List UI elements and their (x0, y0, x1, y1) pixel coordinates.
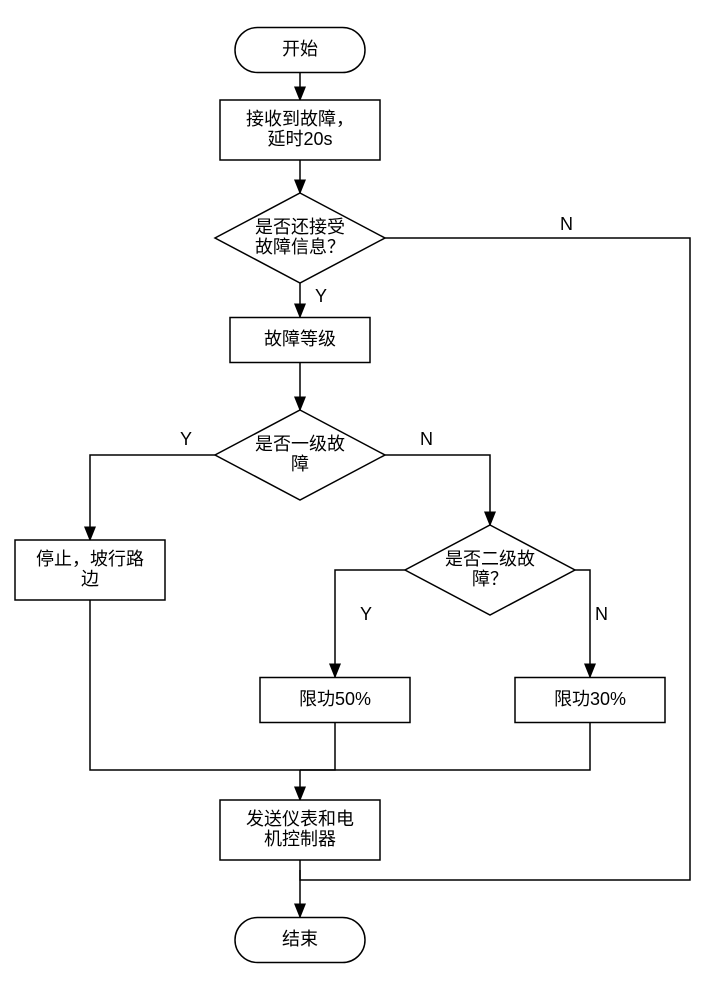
recv-label-1: 延时20s (267, 129, 332, 149)
edge-8 (575, 570, 590, 677)
recv-label-0: 接收到故障， (246, 109, 354, 129)
lvl2-label-1: 障？ (472, 569, 508, 589)
stop-label-1: 边 (81, 569, 99, 589)
p30-label-0: 限功30% (554, 689, 626, 709)
send-label-1: 机控制器 (264, 829, 336, 849)
stop-label-0: 停止，坡行路 (36, 549, 144, 569)
level-label-0: 故障等级 (264, 329, 336, 349)
edge-6 (385, 455, 490, 525)
edge-10 (300, 722, 335, 770)
still-label-0: 是否还接受 (255, 217, 345, 237)
edge-label-3: N (560, 214, 573, 234)
edge-5 (90, 455, 215, 540)
still-label-1: 故障信息？ (255, 237, 345, 257)
edge-label-8: N (595, 604, 608, 624)
edge-label-2: Y (315, 286, 327, 306)
edge-label-6: N (420, 429, 433, 449)
send-label-0: 发送仪表和电 (246, 809, 354, 829)
lvl1-label-1: 障 (291, 454, 309, 474)
start-label-0: 开始 (282, 39, 318, 59)
p50-label-0: 限功50% (299, 689, 371, 709)
lvl2-label-0: 是否二级故 (445, 549, 535, 569)
end-label-0: 结束 (282, 929, 318, 949)
edge-label-5: Y (180, 429, 192, 449)
edge-11 (300, 722, 590, 770)
lvl1-label-0: 是否一级故 (255, 434, 345, 454)
edge-label-7: Y (360, 604, 372, 624)
